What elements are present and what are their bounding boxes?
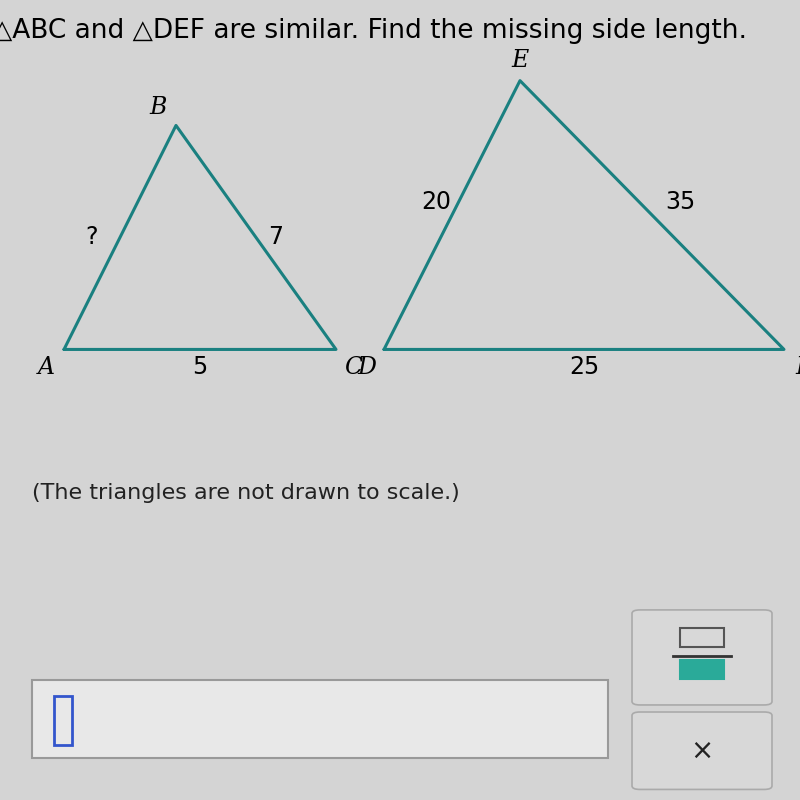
Text: B: B [150,96,167,119]
Text: 5: 5 [192,355,208,379]
Text: D: D [357,356,376,379]
FancyBboxPatch shape [680,660,725,679]
FancyBboxPatch shape [632,610,772,705]
Text: 25: 25 [569,355,599,379]
Text: E: E [511,49,529,72]
FancyBboxPatch shape [680,627,725,647]
Text: C: C [345,356,362,379]
Text: △ABC and △DEF are similar. Find the missing side length.: △ABC and △DEF are similar. Find the miss… [0,18,747,44]
Text: (The triangles are not drawn to scale.): (The triangles are not drawn to scale.) [32,483,460,503]
Text: 35: 35 [665,190,695,214]
FancyBboxPatch shape [632,712,772,790]
FancyBboxPatch shape [32,680,608,758]
Text: ?: ? [86,226,98,250]
Text: 20: 20 [421,190,451,214]
Text: 7: 7 [269,226,283,250]
Text: A: A [38,356,55,379]
Text: ×: × [690,737,714,765]
Text: F: F [796,356,800,379]
